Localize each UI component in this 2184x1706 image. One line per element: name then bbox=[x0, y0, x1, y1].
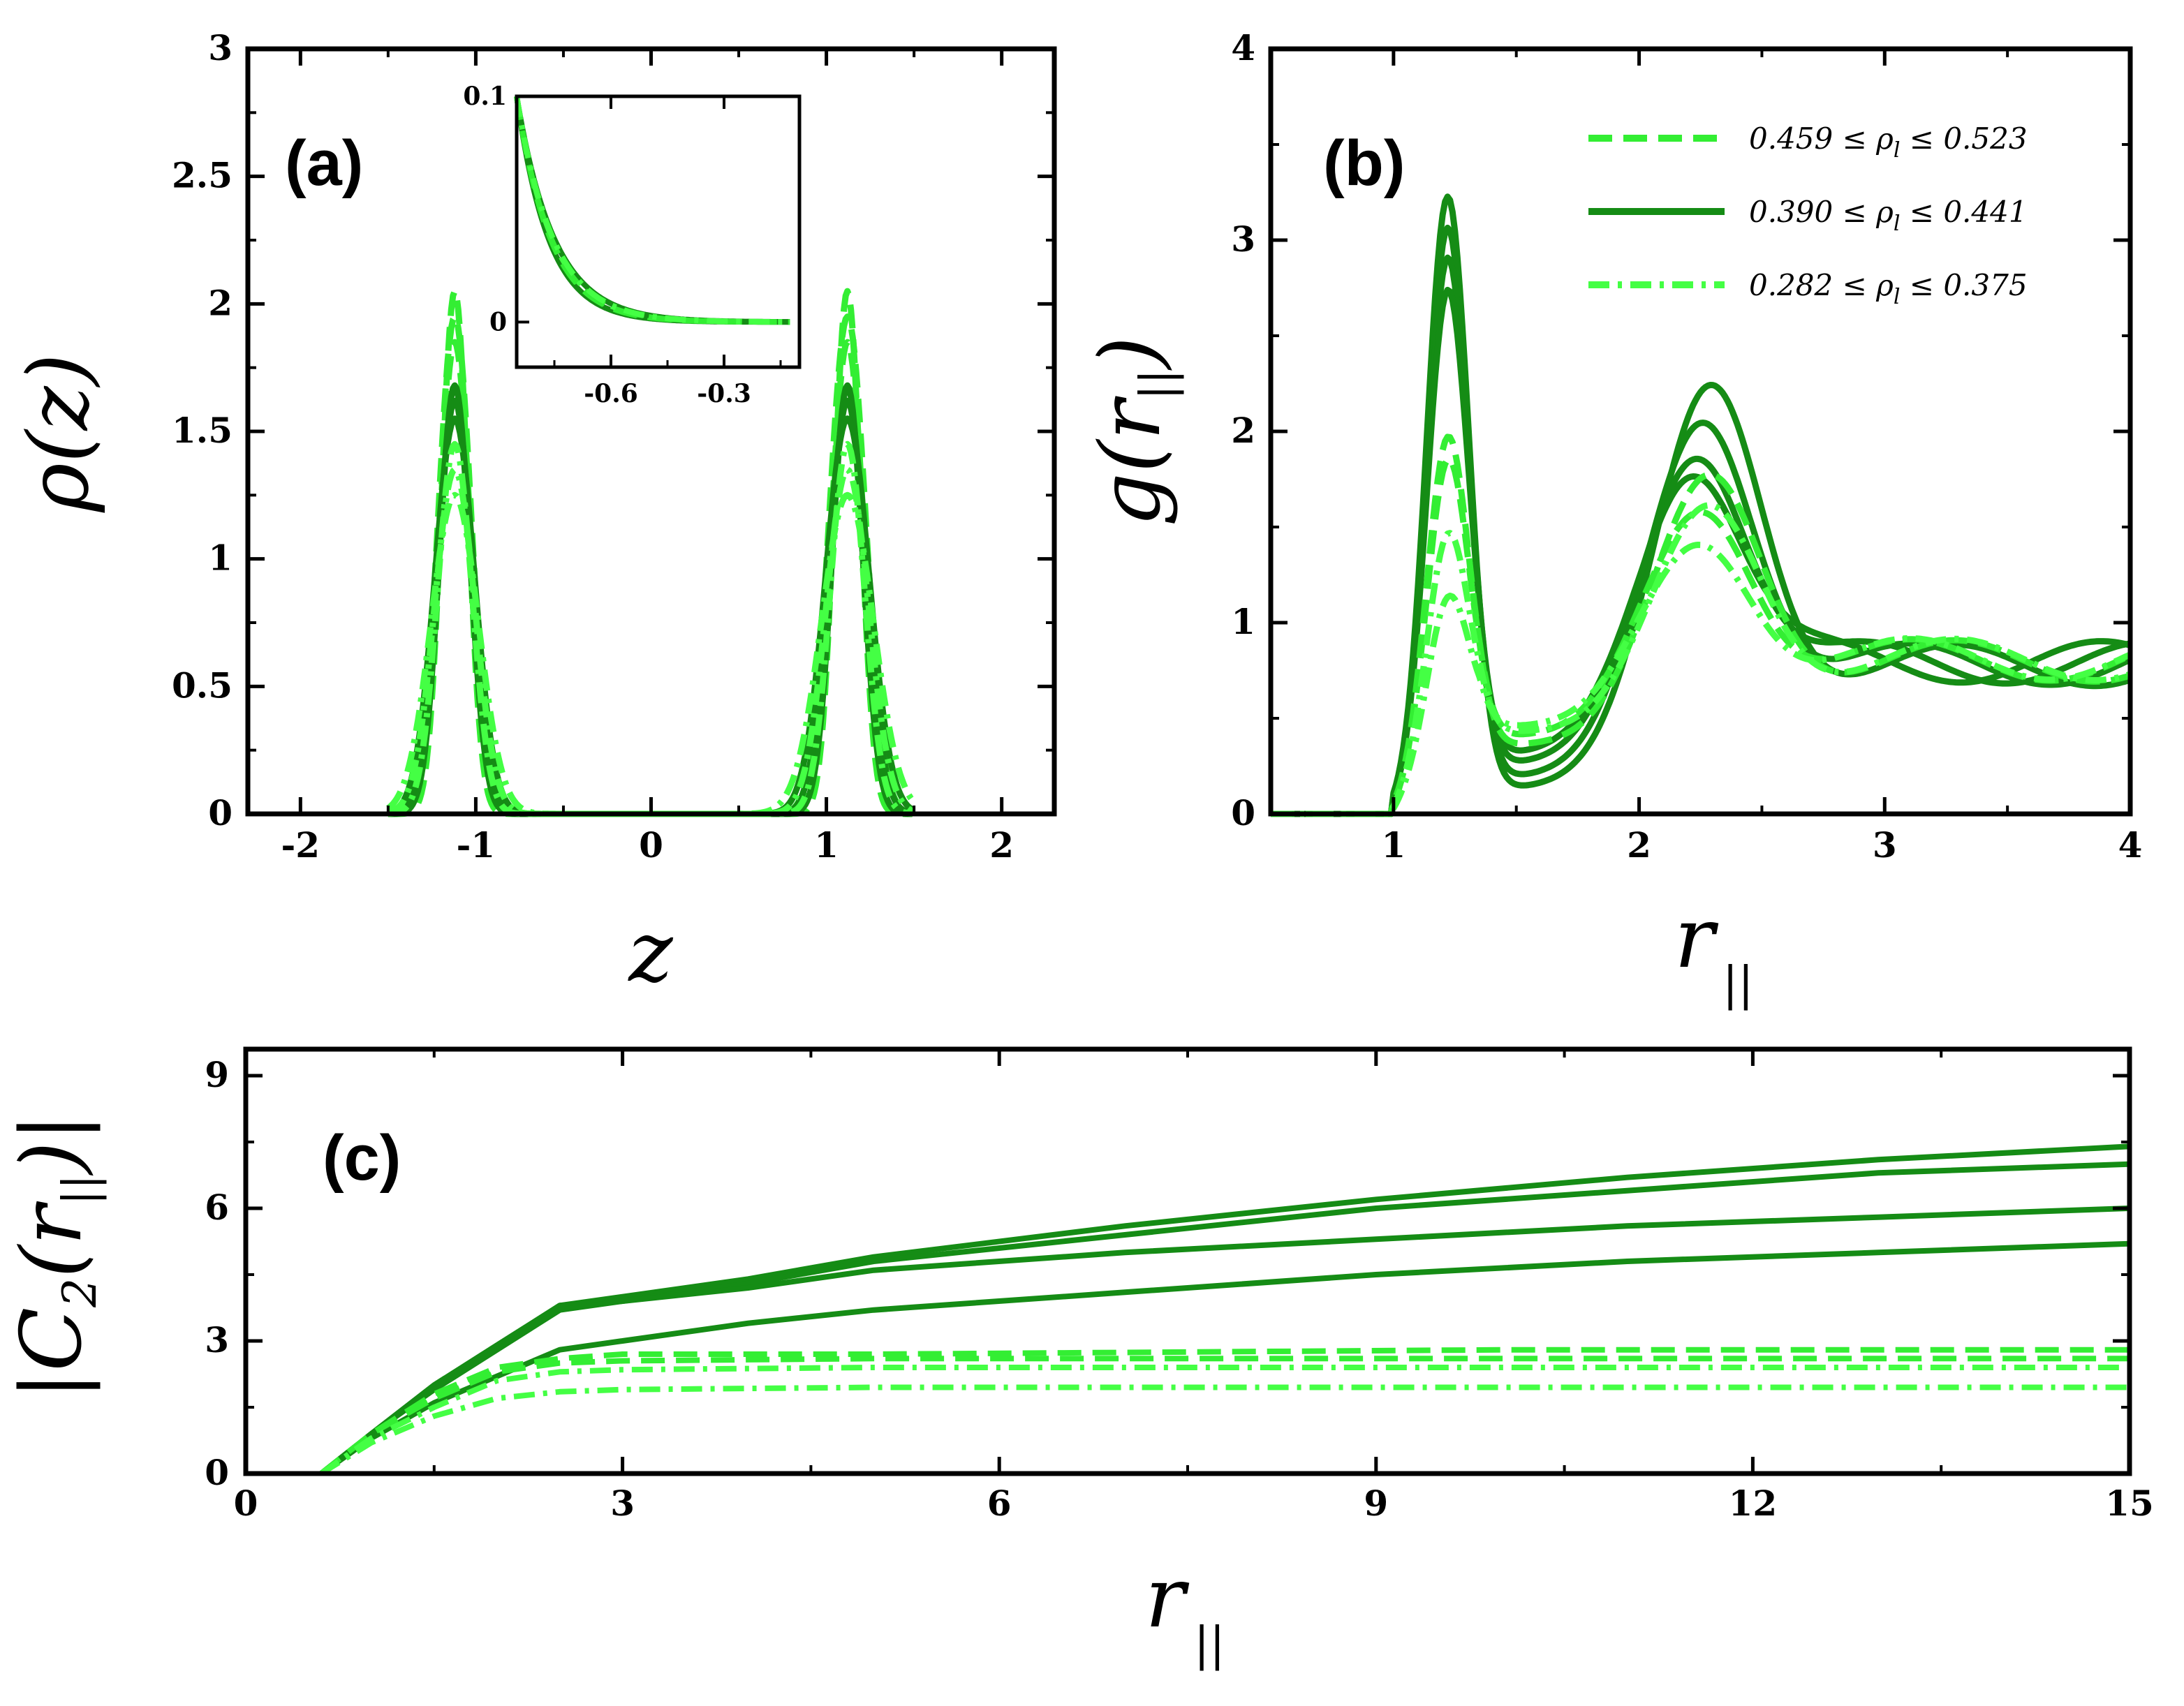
legend-label: 0.282 ≤ ρl ≤ 0.375 bbox=[1749, 268, 2028, 309]
x-tick-label: -1 bbox=[457, 824, 496, 866]
panel-a-xlabel: z bbox=[627, 904, 673, 1001]
inset-y-tick-label: 0 bbox=[489, 307, 507, 336]
panel-c-curves bbox=[319, 1143, 2130, 1476]
inset-ticks: -0.6 -0.3 0 0.1 bbox=[463, 82, 782, 408]
inset-x-tick-label: -0.3 bbox=[697, 379, 751, 408]
y-tick-label: 2.5 bbox=[172, 155, 233, 196]
x-tick-label: 12 bbox=[1729, 1483, 1778, 1524]
correlation-curve bbox=[319, 1240, 2130, 1476]
inset-frame bbox=[515, 94, 802, 369]
panel-a-curves bbox=[386, 288, 915, 817]
y-tick-label: 1.5 bbox=[172, 410, 233, 451]
inset-x-tick-label: -0.6 bbox=[584, 379, 638, 408]
correlation-curve bbox=[319, 1206, 2130, 1476]
y-tick-label: 3 bbox=[205, 1319, 229, 1360]
y-tick-label: 3 bbox=[1231, 218, 1255, 260]
correlation-curve bbox=[319, 1365, 2130, 1476]
inset-curves bbox=[514, 96, 791, 325]
panel-b-xlabel: r || bbox=[1674, 890, 1753, 1011]
x-tick-label: 1 bbox=[814, 824, 839, 866]
density-curve bbox=[386, 415, 915, 817]
rdf-curve bbox=[1270, 224, 2132, 817]
x-tick-label: 0 bbox=[639, 824, 663, 866]
panel-c-label: (c) bbox=[323, 1122, 401, 1194]
panel-c-xlabel: r || bbox=[1145, 1550, 1225, 1671]
y-tick-label: 6 bbox=[205, 1187, 229, 1228]
y-tick-label: 3 bbox=[208, 27, 233, 68]
x-tick-label: 1 bbox=[1381, 824, 1405, 866]
rdf-curve bbox=[1270, 456, 2132, 817]
x-tick-label: 3 bbox=[610, 1483, 635, 1524]
correlation-curve bbox=[319, 1161, 2130, 1476]
x-tick-label: 2 bbox=[989, 824, 1014, 866]
panel-a-label: (a) bbox=[285, 128, 363, 199]
legend-label: 0.459 ≤ ρl ≤ 0.523 bbox=[1749, 121, 2028, 163]
panel-b-label: (b) bbox=[1323, 128, 1405, 199]
y-tick-label: 2 bbox=[208, 282, 233, 323]
panel-b-curves bbox=[1270, 193, 2132, 817]
legend-label: 0.390 ≤ ρl ≤ 0.441 bbox=[1749, 195, 2028, 236]
x-tick-label: 2 bbox=[1627, 824, 1651, 866]
x-tick-label: 0 bbox=[234, 1483, 258, 1524]
y-tick-label: 0 bbox=[205, 1452, 229, 1493]
panel-a-ylabel: ρ(z) bbox=[10, 353, 108, 513]
panel-a-ticks: -2 -1 0 1 2 0 0.5 1 1.5 2 2.5 3 bbox=[172, 27, 1054, 866]
panel-c-axes-frame bbox=[243, 1046, 2132, 1476]
x-tick-label: -2 bbox=[281, 824, 320, 866]
panel-c: 0 3 6 9 12 15 0 3 6 9 (c) |C2(r||)| r || bbox=[3, 1046, 2154, 1671]
x-tick-label: 3 bbox=[1873, 824, 1897, 866]
x-tick-label: 9 bbox=[1364, 1483, 1388, 1524]
svg-text:r: r bbox=[1674, 890, 1719, 987]
panel-c-ylabel: |C2(r||)| bbox=[3, 1113, 107, 1400]
x-tick-label: 15 bbox=[2105, 1483, 2154, 1524]
rdf-curve bbox=[1270, 254, 2131, 817]
y-tick-label: 1 bbox=[1231, 601, 1255, 642]
y-tick-label: 4 bbox=[1231, 27, 1255, 68]
y-tick-label: 0 bbox=[208, 792, 233, 833]
y-tick-label: 0 bbox=[1231, 792, 1255, 833]
density-curve bbox=[386, 491, 915, 817]
x-tick-label: 6 bbox=[987, 1483, 1012, 1524]
panel-b: 1 2 3 4 0 1 2 3 4 (b) 0.459 ≤ ρl ≤ 0.523 0.390 ≤ … bbox=[1082, 27, 2142, 1011]
panel-b-legend: 0.459 ≤ ρl ≤ 0.523 0.390 ≤ ρl ≤ 0.441 0.28… bbox=[1588, 121, 2028, 309]
svg-text:||: || bbox=[1194, 1617, 1225, 1671]
svg-text:||: || bbox=[1722, 957, 1753, 1011]
x-tick-label: 4 bbox=[2118, 824, 2143, 866]
inset-curve bbox=[514, 96, 791, 325]
inset-y-tick-label: 0.1 bbox=[463, 82, 507, 111]
correlation-curve bbox=[319, 1356, 2130, 1476]
y-tick-label: 2 bbox=[1231, 410, 1255, 451]
svg-text:r: r bbox=[1145, 1550, 1190, 1647]
panel-b-ticks: 1 2 3 4 0 1 2 3 4 bbox=[1231, 27, 2142, 866]
correlation-curve bbox=[319, 1143, 2130, 1476]
y-tick-label: 1 bbox=[208, 537, 233, 579]
panel-a: -2 -1 0 1 2 0 0.5 1 1.5 2 2.5 3 (a) -0.6 -0.3 0 0.1 ρ(… bbox=[10, 27, 1057, 1001]
rdf-curve bbox=[1270, 286, 2132, 817]
inset-background bbox=[517, 96, 799, 367]
correlation-curve bbox=[319, 1384, 2130, 1476]
panel-b-ylabel: g(r||) bbox=[1082, 336, 1184, 526]
y-tick-label: 0.5 bbox=[172, 665, 233, 706]
panel-a-inset: -0.6 -0.3 0 0.1 bbox=[463, 82, 802, 408]
y-tick-label: 9 bbox=[205, 1054, 229, 1095]
rdf-curve bbox=[1270, 502, 2132, 817]
panel-c-ticks: 0 3 6 9 12 15 0 3 6 9 bbox=[205, 1049, 2154, 1524]
